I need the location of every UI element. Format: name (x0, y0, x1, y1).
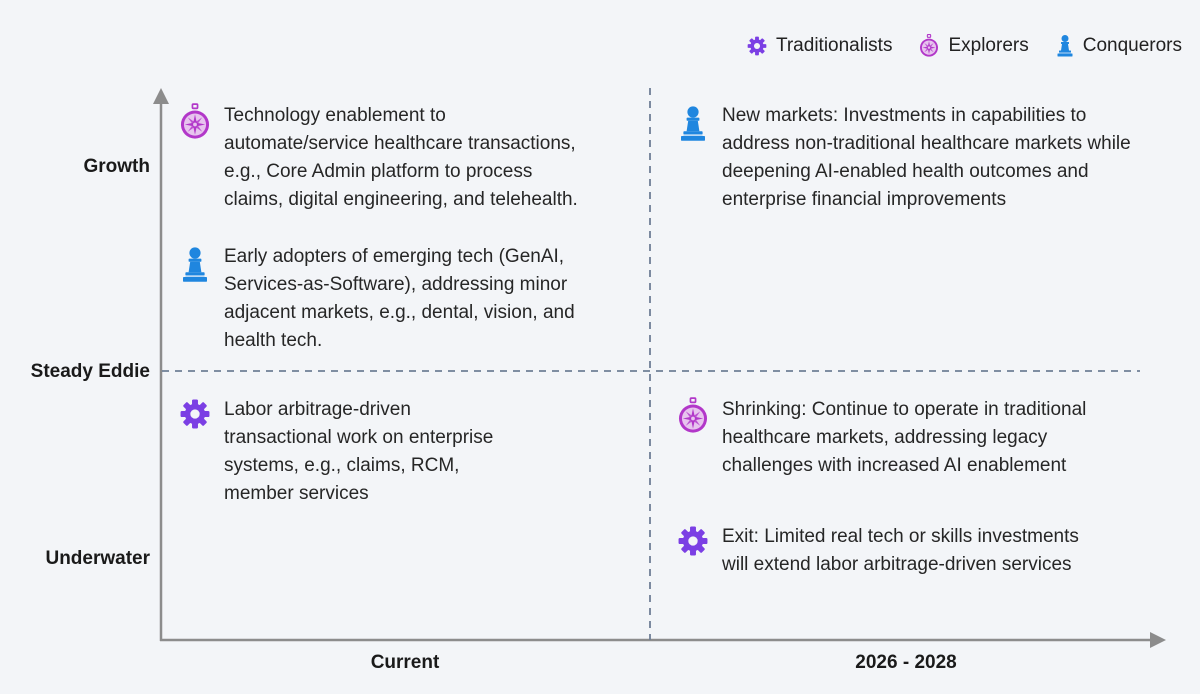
legend-label-explorers: Explorers (948, 35, 1029, 56)
current-underwater-entry-traditionalists: Labor arbitrage-driven transactional wor… (178, 396, 493, 508)
future-growth-entry-conquerors: New markets: Investments in capabilities… (676, 102, 1131, 214)
legend-item-explorers: Explorers (918, 34, 1029, 58)
future-underwater-entry-traditionalists: Exit: Limited real tech or skills invest… (676, 523, 1079, 579)
y-axis-arrow (153, 88, 169, 104)
x-label-current: Current (370, 652, 440, 673)
entry-text: Labor arbitrage-driven transactional wor… (224, 399, 494, 504)
y-label-steady-eddie: Steady Eddie (30, 361, 150, 382)
gear-icon (178, 396, 212, 440)
y-label-growth: Growth (83, 156, 151, 177)
pawn-icon (676, 102, 710, 146)
legend-label-traditionalists: Traditionalists (775, 35, 893, 56)
legend-item-traditionalists: Traditionalists (746, 35, 893, 57)
compass-icon (676, 396, 710, 440)
entry-text: Technology enablement to automate/servic… (224, 105, 578, 210)
x-axis-arrow (1150, 632, 1166, 648)
pawn-icon (178, 243, 212, 287)
entry-text: Early adopters of emerging tech (GenAI, … (224, 246, 575, 351)
future-underwater-entry-explorers: Shrinking: Continue to operate in tradit… (676, 396, 1086, 480)
current-growth-entry-explorers: Technology enablement to automate/servic… (178, 102, 578, 214)
x-label-future: 2026 - 2028 (855, 652, 957, 673)
legend-item-conquerors: Conquerors (1055, 34, 1182, 58)
gear-icon (676, 523, 710, 567)
entry-text: Shrinking: Continue to operate in tradit… (722, 399, 1087, 476)
current-growth-entry-conquerors: Early adopters of emerging tech (GenAI, … (178, 243, 575, 355)
compass-icon (178, 102, 212, 146)
legend: Traditionalists Explorers Conquerors (746, 34, 1182, 58)
entry-text: Exit: Limited real tech or skills invest… (722, 526, 1079, 575)
y-label-underwater: Underwater (45, 548, 150, 569)
legend-label-conquerors: Conquerors (1082, 35, 1182, 56)
entry-text: New markets: Investments in capabilities… (722, 105, 1131, 210)
